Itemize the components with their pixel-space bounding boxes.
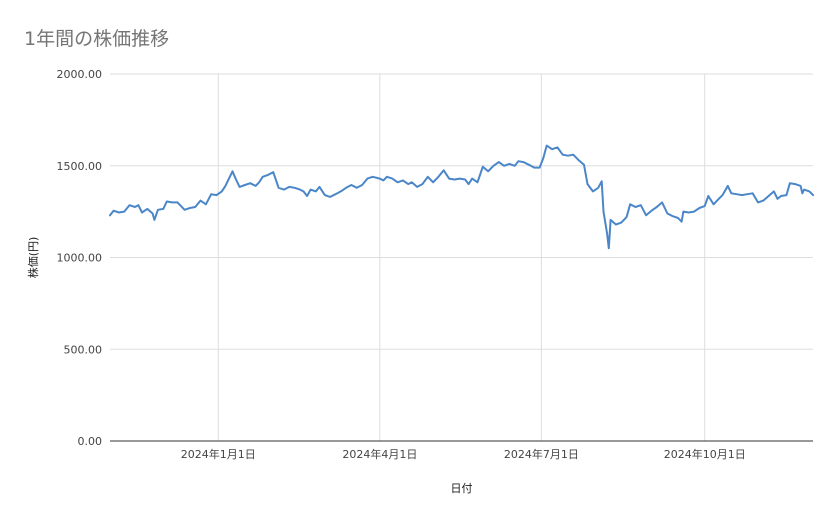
chart-title: 1年間の株価推移 bbox=[24, 28, 170, 50]
x-axis: 2024年1月1日 2024年4月1日 2024年7月1日 2024年10月1日 bbox=[181, 447, 746, 461]
x-tick-label: 2024年1月1日 bbox=[181, 447, 256, 461]
y-tick-label: 0.00 bbox=[78, 435, 103, 448]
x-tick-label: 2024年10月1日 bbox=[664, 447, 746, 461]
series-line bbox=[109, 144, 814, 250]
y-tick-label: 2000.00 bbox=[57, 68, 103, 81]
y-tick-label: 500.00 bbox=[64, 343, 103, 356]
y-axis-title: 株価(円) bbox=[26, 237, 40, 279]
series-layer bbox=[109, 144, 814, 250]
x-tick-label: 2024年4月1日 bbox=[342, 447, 417, 461]
gridlines bbox=[110, 73, 813, 441]
x-axis-title: 日付 bbox=[451, 482, 473, 495]
y-axis: 0.00 500.00 1000.00 1500.00 2000.00 bbox=[57, 68, 103, 448]
y-tick-label: 1500.00 bbox=[57, 160, 103, 173]
x-tick-label: 2024年7月1日 bbox=[504, 447, 579, 461]
y-tick-label: 1000.00 bbox=[57, 252, 103, 265]
